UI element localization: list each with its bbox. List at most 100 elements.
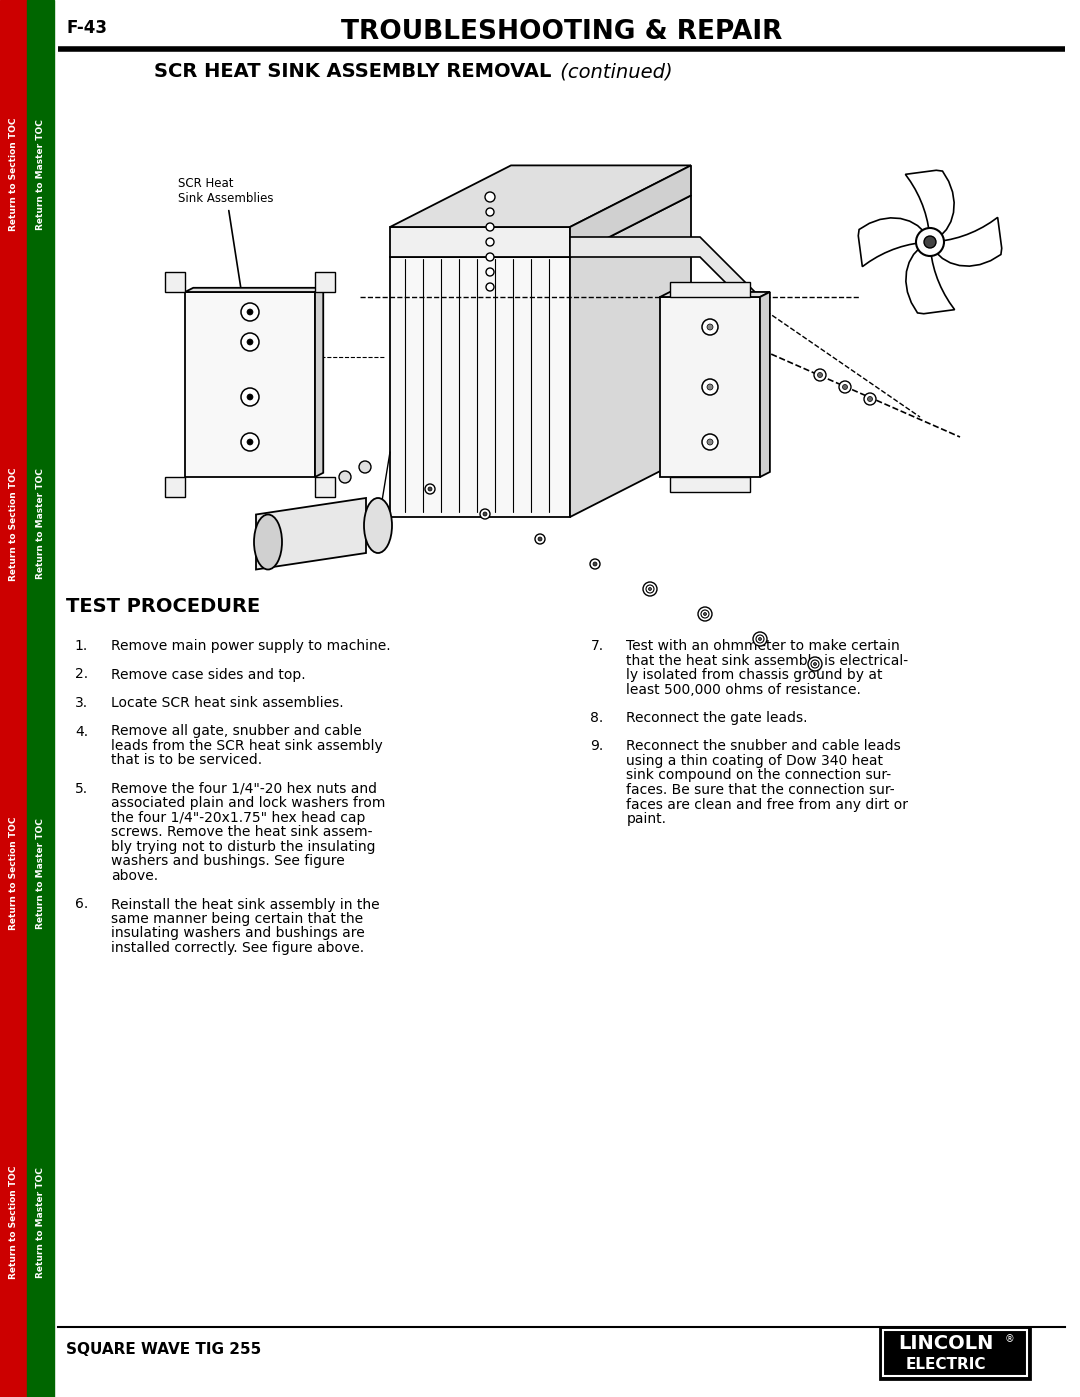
Polygon shape bbox=[936, 218, 1002, 267]
Circle shape bbox=[839, 381, 851, 393]
Polygon shape bbox=[660, 292, 770, 298]
Polygon shape bbox=[906, 249, 955, 314]
Text: Locate SCR heat sink assemblies.: Locate SCR heat sink assemblies. bbox=[111, 696, 343, 710]
Text: Remove the four 1/4"-20 hex nuts and: Remove the four 1/4"-20 hex nuts and bbox=[111, 782, 377, 796]
Text: 2.: 2. bbox=[75, 668, 87, 682]
Text: associated plain and lock washers from: associated plain and lock washers from bbox=[111, 796, 386, 810]
Circle shape bbox=[842, 384, 848, 390]
Text: Reconnect the gate leads.: Reconnect the gate leads. bbox=[626, 711, 808, 725]
Circle shape bbox=[483, 511, 487, 515]
Text: that the heat sink assembly is electrical-: that the heat sink assembly is electrica… bbox=[626, 654, 908, 668]
Circle shape bbox=[241, 433, 259, 451]
Text: same manner being certain that the: same manner being certain that the bbox=[111, 912, 363, 926]
Circle shape bbox=[241, 332, 259, 351]
Circle shape bbox=[590, 559, 600, 569]
Polygon shape bbox=[570, 165, 691, 257]
Circle shape bbox=[241, 303, 259, 321]
Circle shape bbox=[643, 583, 657, 597]
Circle shape bbox=[702, 379, 718, 395]
Polygon shape bbox=[185, 292, 315, 476]
Circle shape bbox=[426, 483, 435, 495]
Text: Return to Section TOC: Return to Section TOC bbox=[9, 816, 18, 930]
Text: ®: ® bbox=[1004, 1334, 1014, 1344]
Text: faces are clean and free from any dirt or: faces are clean and free from any dirt o… bbox=[626, 798, 908, 812]
Text: F-43: F-43 bbox=[66, 20, 107, 36]
Text: Remove case sides and top.: Remove case sides and top. bbox=[111, 668, 306, 682]
Polygon shape bbox=[165, 272, 185, 292]
Text: insulating washers and bushings are: insulating washers and bushings are bbox=[111, 926, 365, 940]
Circle shape bbox=[867, 397, 873, 401]
Polygon shape bbox=[570, 196, 691, 517]
Text: Return to Section TOC: Return to Section TOC bbox=[9, 467, 18, 581]
Circle shape bbox=[535, 534, 545, 543]
Text: 4.: 4. bbox=[75, 725, 87, 739]
Circle shape bbox=[485, 191, 495, 203]
Text: SQUARE WAVE TIG 255: SQUARE WAVE TIG 255 bbox=[66, 1343, 261, 1356]
Circle shape bbox=[359, 461, 372, 474]
Polygon shape bbox=[670, 282, 750, 298]
Text: 9.: 9. bbox=[591, 739, 604, 753]
Polygon shape bbox=[390, 257, 570, 517]
Polygon shape bbox=[390, 196, 691, 257]
Polygon shape bbox=[315, 476, 335, 497]
Text: screws. Remove the heat sink assem-: screws. Remove the heat sink assem- bbox=[111, 826, 373, 840]
Polygon shape bbox=[760, 292, 770, 476]
Text: (continued): (continued) bbox=[554, 61, 672, 81]
Bar bbox=[27, 0, 54, 1397]
Polygon shape bbox=[390, 165, 691, 226]
Text: Test with an ohmmeter to make certain: Test with an ohmmeter to make certain bbox=[626, 638, 901, 652]
Circle shape bbox=[818, 373, 823, 377]
Text: bly trying not to disturb the insulating: bly trying not to disturb the insulating bbox=[111, 840, 376, 854]
Circle shape bbox=[646, 585, 654, 592]
Circle shape bbox=[538, 536, 542, 541]
Text: 6.: 6. bbox=[75, 897, 87, 911]
Text: using a thin coating of Dow 340 heat: using a thin coating of Dow 340 heat bbox=[626, 754, 883, 768]
Circle shape bbox=[924, 236, 936, 249]
Circle shape bbox=[916, 228, 944, 256]
Text: above.: above. bbox=[111, 869, 158, 883]
Text: ELECTRIC: ELECTRIC bbox=[906, 1356, 986, 1372]
Text: Remove all gate, snubber and cable: Remove all gate, snubber and cable bbox=[111, 725, 362, 739]
Circle shape bbox=[808, 657, 822, 671]
Text: 3.: 3. bbox=[75, 696, 87, 710]
Circle shape bbox=[702, 434, 718, 450]
Circle shape bbox=[247, 339, 253, 345]
Text: installed correctly. See figure above.: installed correctly. See figure above. bbox=[111, 942, 364, 956]
Text: Return to Master TOC: Return to Master TOC bbox=[36, 817, 45, 929]
Circle shape bbox=[486, 253, 494, 261]
Circle shape bbox=[480, 509, 490, 520]
Text: TEST PROCEDURE: TEST PROCEDURE bbox=[66, 597, 260, 616]
Text: sink compound on the connection sur-: sink compound on the connection sur- bbox=[626, 768, 892, 782]
Text: Return to Section TOC: Return to Section TOC bbox=[9, 117, 18, 232]
Circle shape bbox=[428, 488, 432, 490]
Circle shape bbox=[486, 208, 494, 217]
Circle shape bbox=[864, 393, 876, 405]
Circle shape bbox=[756, 636, 764, 643]
Circle shape bbox=[811, 659, 819, 668]
Circle shape bbox=[753, 631, 767, 645]
Circle shape bbox=[339, 471, 351, 483]
Text: washers and bushings. See figure: washers and bushings. See figure bbox=[111, 855, 345, 869]
Circle shape bbox=[486, 284, 494, 291]
Polygon shape bbox=[390, 226, 570, 257]
Circle shape bbox=[241, 388, 259, 407]
Text: Return to Master TOC: Return to Master TOC bbox=[36, 119, 45, 231]
Text: 5.: 5. bbox=[75, 782, 87, 796]
Circle shape bbox=[486, 224, 494, 231]
Circle shape bbox=[247, 394, 253, 400]
Polygon shape bbox=[660, 298, 760, 476]
Ellipse shape bbox=[364, 497, 392, 553]
Circle shape bbox=[247, 439, 253, 446]
Circle shape bbox=[707, 439, 713, 446]
Text: 1.: 1. bbox=[75, 638, 87, 652]
Text: that is to be serviced.: that is to be serviced. bbox=[111, 753, 262, 767]
Text: Reinstall the heat sink assembly in the: Reinstall the heat sink assembly in the bbox=[111, 897, 380, 911]
Ellipse shape bbox=[254, 514, 282, 570]
Circle shape bbox=[758, 637, 761, 640]
Text: 7.: 7. bbox=[591, 638, 604, 652]
Circle shape bbox=[707, 324, 713, 330]
Polygon shape bbox=[570, 237, 760, 317]
Polygon shape bbox=[256, 497, 366, 570]
Circle shape bbox=[707, 384, 713, 390]
Circle shape bbox=[813, 662, 816, 665]
